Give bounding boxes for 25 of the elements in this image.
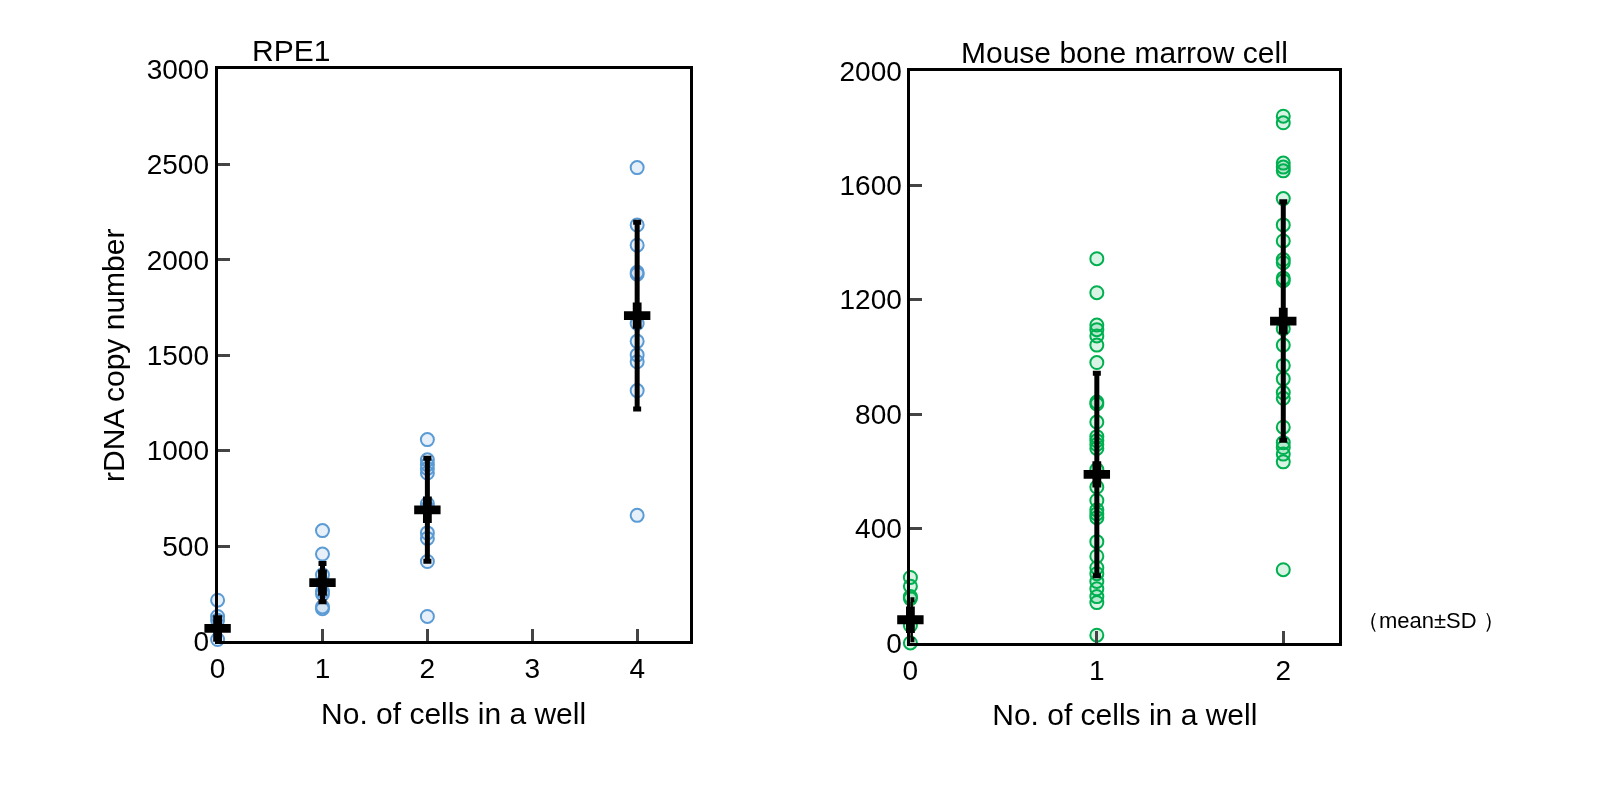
x-tick-label: 3: [524, 653, 541, 685]
y-tick-label: 3000: [146, 53, 209, 85]
y-tick-label: 0: [193, 626, 209, 658]
chart-title: Mouse bone marrow cell: [961, 36, 1288, 69]
x-tick-label: 2: [1275, 654, 1292, 686]
y-tick-label: 2000: [839, 55, 902, 87]
y-tick-label: 2000: [146, 244, 209, 276]
y-tick-label: 400: [855, 513, 902, 545]
y-tick-label: 1500: [146, 340, 209, 372]
x-tick-label: 1: [1089, 654, 1105, 686]
chart-title: RPE1: [252, 34, 331, 67]
y-tick-label: 500: [162, 530, 209, 562]
y-tick-label: 1600: [839, 169, 902, 201]
x-axis-title: No. of cells in a well: [992, 698, 1258, 732]
x-tick-label: 4: [629, 653, 645, 685]
y-tick-label: 1000: [146, 435, 209, 467]
x-tick-label: 2: [419, 653, 436, 685]
x-tick-label: 1: [314, 653, 331, 685]
y-axis-title: rDNA copy number: [96, 228, 130, 483]
y-tick-label: 1200: [839, 284, 902, 316]
x-axis-title: No. of cells in a well: [321, 696, 587, 730]
y-tick-label: 0: [886, 627, 902, 659]
y-tick-label: 800: [855, 398, 902, 430]
y-tick-label: 2500: [146, 149, 209, 181]
text: （mean±SD ）: [1357, 608, 1505, 633]
